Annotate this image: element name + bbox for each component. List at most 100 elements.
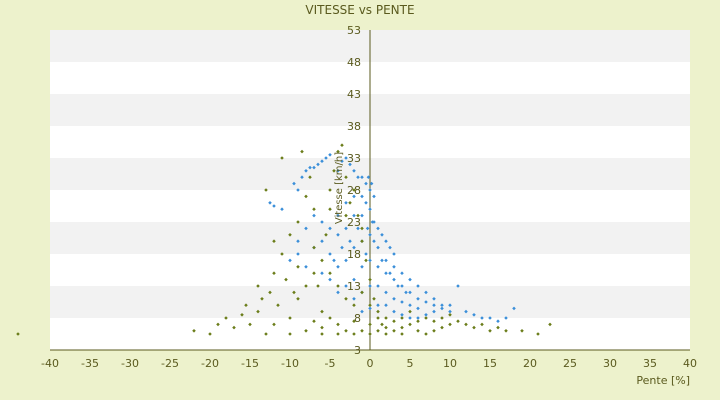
data-point-series-1: [368, 258, 372, 263]
x-tick-label: 40: [683, 357, 697, 370]
data-point-series-1: [372, 239, 376, 243]
data-point-series-1: [296, 188, 300, 192]
data-point-series-2: [432, 319, 436, 323]
data-point-series-1: [352, 169, 356, 173]
data-point-series-1: [348, 162, 352, 167]
data-point-series-1: [440, 303, 444, 307]
data-point-series-2: [384, 325, 388, 330]
data-point-series-1: [320, 159, 324, 163]
data-point-series-2: [448, 322, 452, 327]
data-point-series-1: [376, 303, 380, 307]
data-point-series-2: [284, 277, 288, 282]
data-point-series-1: [344, 201, 348, 205]
data-point-series-2: [472, 325, 476, 330]
data-point-series-2: [336, 332, 340, 336]
x-tick-label: 5: [407, 357, 414, 370]
data-point-series-2: [312, 271, 316, 275]
data-point-series-2: [408, 309, 412, 314]
data-point-series-1: [304, 169, 308, 173]
data-point-series-2: [384, 316, 388, 320]
data-point-series-2: [488, 329, 492, 333]
data-point-series-1: [356, 226, 360, 231]
y-tick-label: 13: [347, 280, 361, 293]
data-point-series-2: [272, 322, 276, 327]
data-point-series-2: [248, 322, 252, 327]
y-tick-label: 28: [347, 184, 361, 197]
data-point-series-2: [288, 316, 292, 320]
data-point-series-2: [352, 188, 356, 192]
x-tick-label: -5: [325, 357, 336, 370]
data-point-series-2: [304, 329, 308, 333]
data-point-series-2: [376, 329, 380, 333]
data-point-series-2: [216, 322, 220, 327]
data-point-series-1: [472, 313, 476, 317]
data-point-series-2: [224, 316, 228, 320]
data-point-series-2: [356, 213, 360, 218]
data-point-series-1: [464, 309, 468, 314]
y-tick-label: 23: [347, 216, 361, 229]
data-point-series-1: [320, 239, 324, 243]
x-tick-label: 0: [367, 357, 374, 370]
data-point-series-1: [320, 271, 324, 275]
data-point-series-1: [332, 258, 336, 263]
data-point-series-1: [400, 271, 404, 275]
data-point-series-1: [388, 245, 392, 250]
data-point-series-1: [304, 226, 308, 231]
x-axis-title: Pente [%]: [636, 374, 690, 387]
data-point-series-2: [296, 220, 300, 224]
data-point-series-2: [336, 149, 340, 154]
data-point-series-2: [300, 149, 304, 154]
data-point-series-2: [288, 233, 292, 237]
data-point-series-2: [352, 332, 356, 336]
data-point-series-2: [312, 319, 316, 323]
data-point-series-2: [360, 290, 364, 295]
data-point-series-1: [456, 284, 460, 288]
y-tick-label: 3: [354, 344, 361, 357]
data-point-series-1: [368, 207, 372, 211]
data-point-series-1: [352, 245, 356, 250]
data-point-series-1: [308, 165, 312, 170]
data-point-series-2: [440, 316, 444, 320]
data-point-series-1: [344, 156, 348, 160]
data-point-series-2: [448, 313, 452, 317]
data-point-series-1: [324, 156, 328, 160]
data-point-series-1: [352, 297, 356, 301]
tick-labels: -40 -35 -30 -25 -20 -15 -10 -5 0 5 10 15 20 25 30 35 40 3…: [41, 24, 697, 370]
y-tick-label: 43: [347, 88, 361, 101]
data-point-series-1: [440, 306, 444, 311]
data-point-series-2: [320, 325, 324, 330]
data-point-series-1: [368, 188, 372, 192]
data-point-series-1: [424, 300, 428, 304]
data-point-series-1: [268, 201, 272, 205]
data-point-series-2: [368, 303, 372, 307]
data-point-series-1: [424, 290, 428, 295]
y-tick-label: 18: [347, 248, 361, 261]
x-tick-label: -15: [241, 357, 259, 370]
x-tick-label: -25: [161, 357, 179, 370]
data-point-series-2: [504, 329, 508, 333]
data-point-series-2: [336, 284, 340, 288]
data-point-series-1: [280, 207, 284, 211]
data-point-series-1: [368, 284, 372, 288]
data-point-series-1: [392, 309, 396, 314]
chart-title: VITESSE vs PENTE: [305, 3, 414, 17]
data-point-series-1: [272, 204, 276, 208]
data-point-series-2: [280, 252, 284, 256]
data-point-series-1: [408, 303, 412, 307]
data-point-series-1: [408, 316, 412, 320]
y-tick-label: 38: [347, 120, 361, 133]
data-point-series-2: [372, 297, 376, 301]
data-point-series-1: [400, 300, 404, 304]
data-point-series-1: [404, 290, 408, 295]
data-point-series-1: [344, 284, 348, 288]
data-point-series-1: [360, 213, 364, 218]
data-point-series-1: [496, 319, 500, 323]
data-point-series-2: [192, 329, 196, 333]
data-point-series-2: [416, 329, 420, 333]
data-point-series-2: [536, 332, 540, 336]
data-point-series-1: [388, 271, 392, 275]
x-tick-label: -30: [121, 357, 139, 370]
data-point-series-2: [328, 207, 332, 211]
data-point-series-2: [464, 322, 468, 327]
